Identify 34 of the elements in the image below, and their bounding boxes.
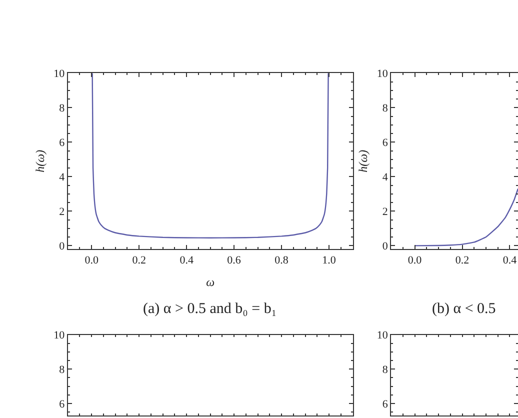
- line-series: [414, 188, 518, 246]
- y-tick-label: 8: [382, 364, 388, 376]
- y-axis-title: h(ω): [32, 150, 47, 172]
- text: (b) α < 0.5: [432, 301, 496, 317]
- line-series: [92, 73, 329, 239]
- y-tick-label: 8: [59, 364, 66, 376]
- x-tick-label: 0.0: [84, 254, 99, 266]
- y-tick-label: 6: [382, 137, 388, 150]
- y-tick-label: 2: [59, 206, 65, 218]
- x-tick-label: 0.0: [408, 254, 422, 266]
- x-tick-label: 0.2: [455, 254, 470, 266]
- text: (a) α > 0.5 and b₀ = b₁: [143, 301, 277, 317]
- y-tick-label: 8: [59, 102, 66, 115]
- x-tick-label: 0.4: [502, 254, 518, 266]
- x-axis-title: ω: [206, 275, 215, 290]
- y-tick-label: 8: [382, 102, 388, 115]
- y-tick-label: 6: [59, 137, 66, 150]
- y-tick-label: 2: [382, 206, 388, 218]
- x-tick-label: 0.8: [274, 254, 289, 266]
- y-tick-label: 4: [382, 172, 388, 184]
- y-tick-label: 10: [376, 68, 388, 80]
- y-axis-title: h(ω): [356, 150, 370, 172]
- y-tick-label: 10: [376, 330, 388, 342]
- y-tick-label: 6: [382, 398, 388, 410]
- y-tick-label: 4: [59, 172, 66, 184]
- x-tick-label: 1.0: [322, 254, 336, 266]
- y-tick-label: 10: [54, 330, 66, 342]
- y-tick-label: 10: [54, 68, 66, 80]
- x-tick-label: 0.6: [227, 254, 242, 266]
- x-tick-label: 0.2: [132, 254, 146, 266]
- y-tick-label: 0: [59, 240, 66, 253]
- x-tick-label: 0.4: [180, 254, 194, 266]
- y-tick-label: 6: [59, 398, 66, 410]
- y-tick-label: 0: [382, 240, 388, 253]
